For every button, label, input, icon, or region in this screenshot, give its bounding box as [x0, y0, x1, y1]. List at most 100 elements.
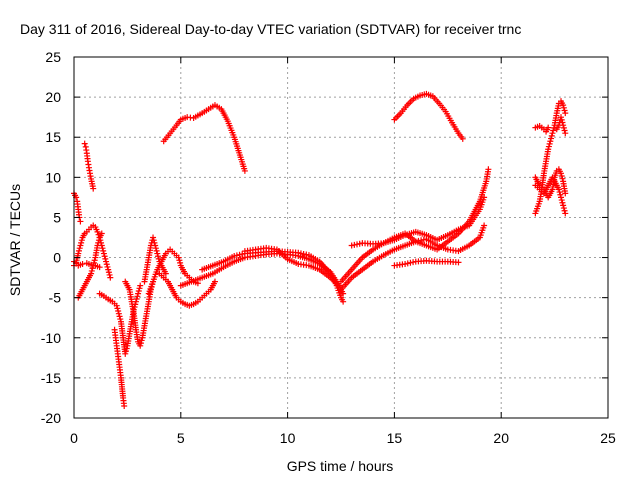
- y-axis-title: SDTVAR / TECUs: [7, 184, 23, 296]
- data-point: [556, 189, 563, 196]
- y-tick-label: 15: [45, 129, 61, 145]
- data-point: [88, 267, 95, 274]
- data-point: [103, 261, 110, 268]
- data-point: [558, 197, 565, 204]
- data-point: [115, 310, 122, 317]
- data-point: [177, 259, 184, 266]
- data-point: [162, 270, 169, 277]
- data-point: [133, 296, 140, 303]
- data-point: [559, 199, 566, 206]
- data-point: [548, 135, 555, 142]
- data-point: [407, 259, 414, 266]
- y-tick-label: 10: [45, 169, 61, 185]
- data-point: [101, 253, 108, 260]
- data-point: [150, 237, 157, 244]
- data-point: [561, 207, 568, 214]
- data-point: [117, 316, 124, 323]
- data-point: [295, 249, 302, 256]
- data-point: [78, 237, 85, 244]
- data-point: [77, 242, 84, 249]
- data-point: [545, 143, 552, 150]
- data-point: [94, 242, 101, 249]
- data-point: [558, 170, 565, 177]
- data-point: [94, 228, 101, 235]
- x-tick-label: 20: [493, 430, 509, 446]
- data-point: [351, 241, 358, 248]
- data-point: [233, 252, 240, 259]
- data-point: [211, 278, 218, 285]
- data-point: [561, 107, 568, 114]
- data-point: [154, 250, 161, 257]
- data-point: [95, 237, 102, 244]
- data-point: [100, 247, 107, 254]
- data-point: [107, 274, 114, 281]
- data-point: [558, 172, 565, 179]
- data-point: [106, 271, 113, 278]
- data-point: [135, 287, 142, 294]
- data-point: [420, 236, 427, 243]
- y-tick-labels: -20 -15 -10 -5 0 5 10 15 20 25: [41, 49, 61, 426]
- data-point: [91, 257, 98, 264]
- x-tick-label: 0: [70, 430, 78, 446]
- x-axis-title: GPS time / hours: [287, 458, 394, 474]
- data-point: [99, 245, 106, 252]
- data-point: [103, 258, 110, 265]
- data-point: [152, 242, 159, 249]
- data-point: [116, 313, 123, 320]
- data-point: [297, 250, 304, 257]
- data-point: [560, 202, 567, 209]
- data-point: [121, 402, 128, 409]
- data-point: [557, 191, 564, 198]
- data-point: [485, 166, 492, 173]
- data-point: [560, 104, 567, 111]
- data-point: [354, 241, 361, 248]
- data-point: [335, 282, 342, 289]
- data-point: [115, 308, 122, 315]
- data-point: [114, 305, 121, 312]
- data-point: [410, 259, 417, 266]
- y-tick-label: -20: [41, 410, 61, 426]
- data-point: [402, 260, 409, 267]
- data-point: [137, 340, 144, 347]
- y-tick-label: 0: [53, 250, 61, 266]
- data-point: [481, 222, 488, 229]
- data-point: [562, 110, 569, 117]
- data-point: [555, 186, 562, 193]
- data-point: [241, 167, 248, 174]
- data-point: [560, 205, 567, 212]
- data-point: [88, 261, 95, 268]
- data-point: [102, 255, 109, 262]
- data-point: [137, 282, 144, 289]
- data-point: [137, 342, 144, 349]
- data-point: [122, 348, 129, 355]
- data-point: [155, 253, 162, 260]
- data-point: [562, 190, 569, 197]
- data-point: [550, 124, 557, 131]
- data-point: [175, 254, 182, 261]
- data-point: [559, 175, 566, 182]
- data-point: [135, 290, 142, 297]
- data-point: [548, 132, 555, 139]
- data-point: [549, 130, 556, 137]
- data-point: [95, 239, 102, 246]
- data-point: [122, 350, 129, 357]
- data-point: [75, 250, 82, 257]
- x-tick-label: 10: [280, 430, 296, 446]
- data-point: [138, 337, 145, 344]
- data-point: [78, 239, 85, 246]
- y-tick-label: 20: [45, 89, 61, 105]
- data-point: [100, 250, 107, 257]
- data-point: [236, 251, 243, 258]
- data-point: [77, 218, 84, 225]
- x-tick-labels: 0 5 10 15 20 25: [70, 430, 616, 446]
- data-point: [558, 116, 565, 123]
- data-point: [348, 242, 355, 249]
- data-point: [136, 285, 143, 292]
- data-point: [418, 237, 425, 244]
- data-point: [562, 210, 569, 217]
- data-point: [546, 140, 553, 147]
- chart-title: Day 311 of 2016, Sidereal Day-to-day VTE…: [20, 21, 521, 37]
- data-point: [153, 247, 160, 254]
- data-point: [105, 269, 112, 276]
